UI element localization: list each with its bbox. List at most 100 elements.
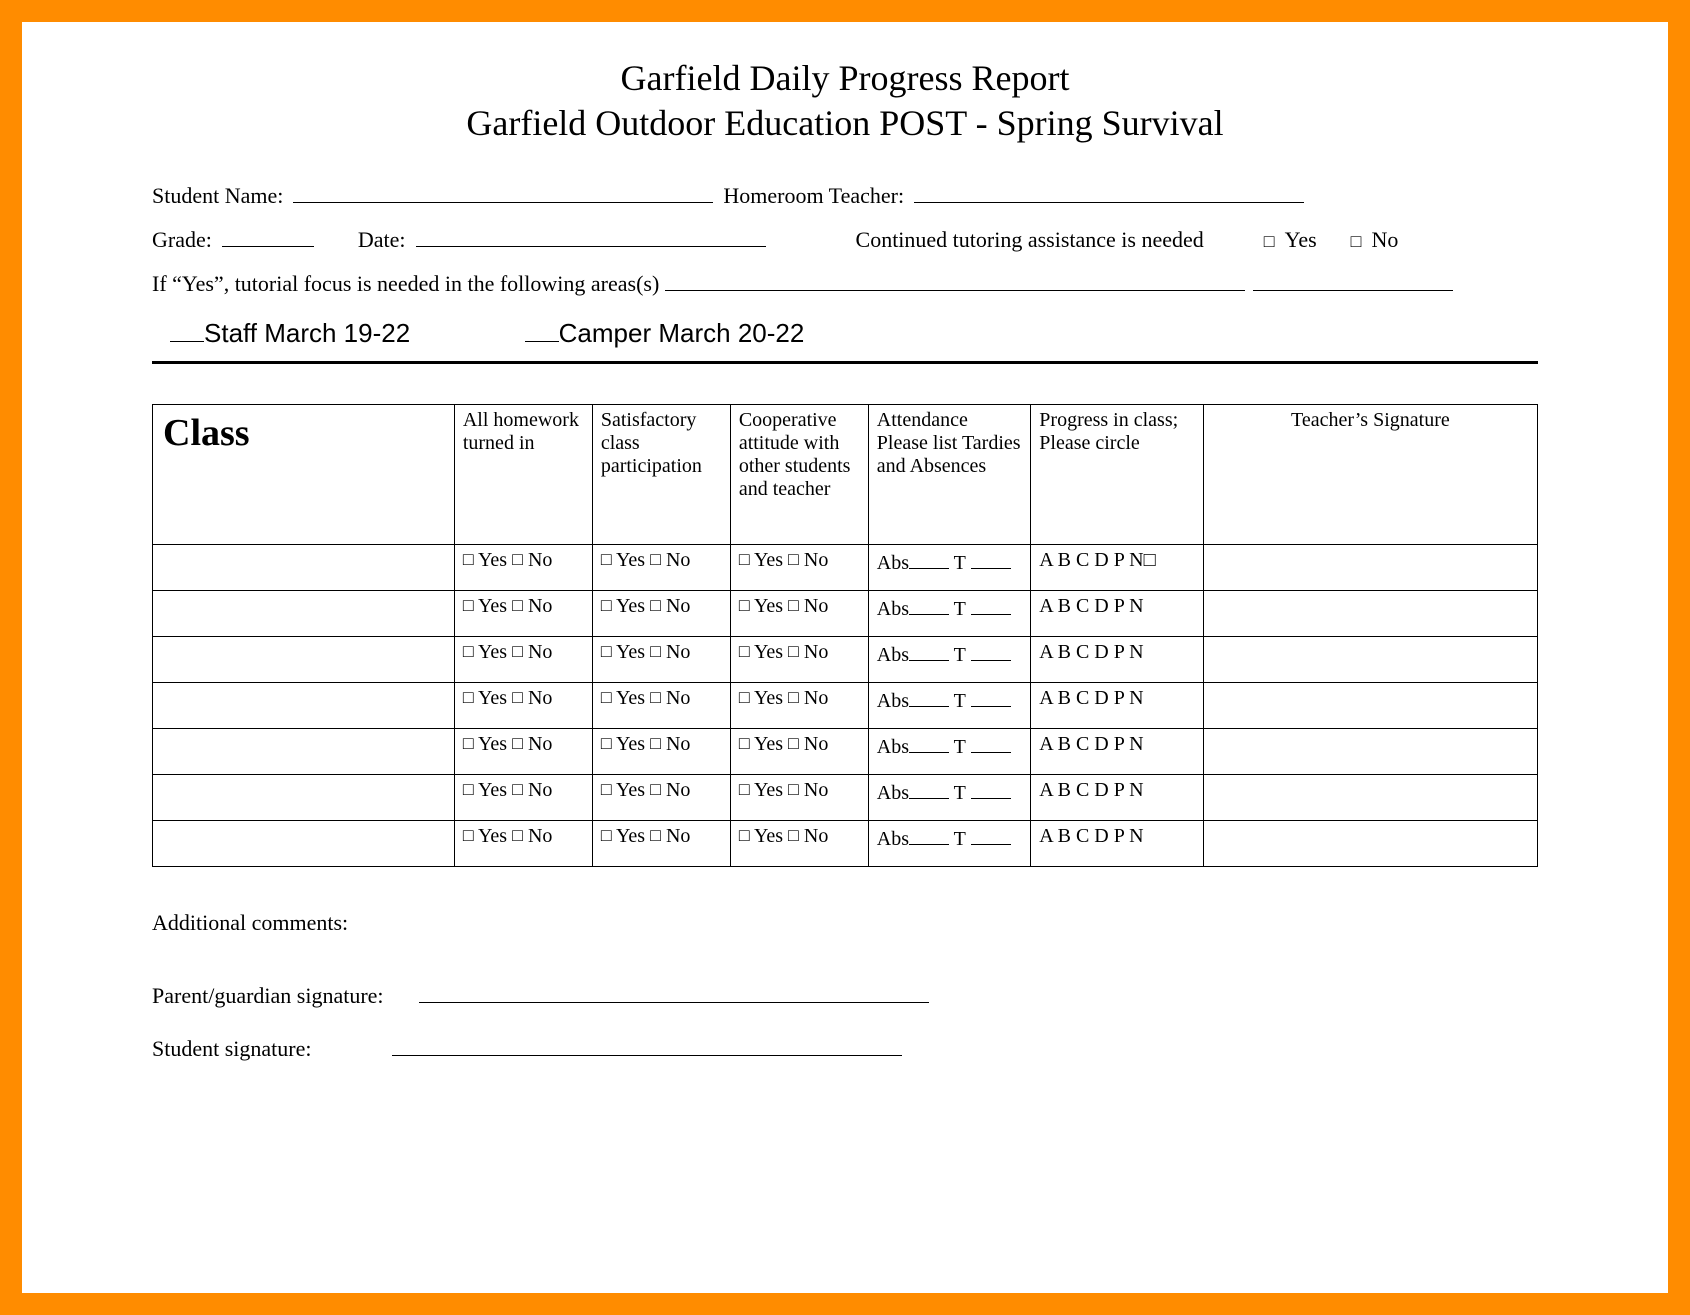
class-cell[interactable] — [153, 637, 455, 683]
yes-no-cell[interactable]: □ Yes □ No — [730, 591, 868, 637]
attendance-cell[interactable]: Abs T — [868, 545, 1030, 591]
tutoring-label: Continued tutoring assistance is needed — [856, 218, 1204, 262]
table-row: □ Yes □ No□ Yes □ No□ Yes □ NoAbs T A B … — [153, 683, 1538, 729]
progress-table: Class All homework turned in Satisfactor… — [152, 404, 1538, 867]
divider-rule — [152, 361, 1538, 364]
yes-no-cell[interactable]: □ Yes □ No — [592, 637, 730, 683]
signature-cell[interactable] — [1203, 683, 1537, 729]
col-header-progress: Progress in class; Please circle — [1031, 405, 1203, 545]
yes-no-cell[interactable]: □ Yes □ No — [454, 775, 592, 821]
homeroom-label: Homeroom Teacher: — [723, 174, 904, 218]
signature-cell[interactable] — [1203, 729, 1537, 775]
yes-no-cell[interactable]: □ Yes □ No — [592, 683, 730, 729]
title-line-1: Garfield Daily Progress Report — [152, 56, 1538, 101]
yes-no-cell[interactable]: □ Yes □ No — [454, 637, 592, 683]
row-grade-date-tutoring: Grade: Date: Continued tutoring assistan… — [152, 218, 1538, 262]
yes-no-cell[interactable]: □ Yes □ No — [454, 821, 592, 867]
title-block: Garfield Daily Progress Report Garfield … — [152, 56, 1538, 146]
yes-no-cell[interactable]: □ Yes □ No — [592, 775, 730, 821]
student-sig-field[interactable] — [392, 1034, 902, 1056]
attendance-cell[interactable]: Abs T — [868, 591, 1030, 637]
staff-checkbox-line[interactable] — [170, 316, 204, 342]
progress-cell[interactable]: A B C D P N — [1031, 775, 1203, 821]
class-cell[interactable] — [153, 683, 455, 729]
signature-cell[interactable] — [1203, 775, 1537, 821]
info-block: Student Name: Homeroom Teacher: Grade: D… — [152, 174, 1538, 306]
parent-signature-row: Parent/guardian signature: — [152, 970, 1538, 1023]
class-cell[interactable] — [153, 729, 455, 775]
progress-cell[interactable]: A B C D P N — [1031, 591, 1203, 637]
grade-field[interactable] — [222, 223, 314, 247]
table-header-row: Class All homework turned in Satisfactor… — [153, 405, 1538, 545]
attendance-cell[interactable]: Abs T — [868, 683, 1030, 729]
class-cell[interactable] — [153, 591, 455, 637]
progress-cell[interactable]: A B C D P N — [1031, 637, 1203, 683]
signature-cell[interactable] — [1203, 545, 1537, 591]
tutoring-no-label: No — [1372, 218, 1399, 262]
camper-checkbox-line[interactable] — [525, 316, 559, 342]
progress-cell[interactable]: A B C D P N — [1031, 821, 1203, 867]
date-field[interactable] — [416, 223, 766, 247]
table-row: □ Yes □ No□ Yes □ No□ Yes □ NoAbs T A B … — [153, 591, 1538, 637]
camper-label: Camper March 20-22 — [559, 318, 805, 348]
staff-label: Staff March 19-22 — [204, 318, 410, 348]
signature-cell[interactable] — [1203, 821, 1537, 867]
report-frame: Garfield Daily Progress Report Garfield … — [0, 0, 1690, 1315]
yes-no-cell[interactable]: □ Yes □ No — [730, 683, 868, 729]
student-name-field[interactable] — [293, 179, 713, 203]
student-signature-row: Student signature: — [152, 1023, 1538, 1076]
col-header-attendance: Attendance Please list Tardies and Absen… — [868, 405, 1030, 545]
attendance-cell[interactable]: Abs T — [868, 821, 1030, 867]
table-row: □ Yes □ No□ Yes □ No□ Yes □ NoAbs T A B … — [153, 775, 1538, 821]
col-header-participation: Satisfactory class participation — [592, 405, 730, 545]
signature-cell[interactable] — [1203, 637, 1537, 683]
progress-cell[interactable]: A B C D P N — [1031, 683, 1203, 729]
yes-no-cell[interactable]: □ Yes □ No — [592, 545, 730, 591]
comments-label: Additional comments: — [152, 897, 1538, 950]
class-cell[interactable] — [153, 545, 455, 591]
table-row: □ Yes □ No□ Yes □ No□ Yes □ NoAbs T A B … — [153, 637, 1538, 683]
attendance-cell[interactable]: Abs T — [868, 637, 1030, 683]
grade-label: Grade: — [152, 218, 212, 262]
footer-block: Additional comments: Parent/guardian sig… — [152, 897, 1538, 1075]
attendance-cell[interactable]: Abs T — [868, 775, 1030, 821]
focus-field-1[interactable] — [665, 267, 1245, 291]
yes-no-cell[interactable]: □ Yes □ No — [730, 729, 868, 775]
yes-no-cell[interactable]: □ Yes □ No — [592, 821, 730, 867]
student-name-label: Student Name: — [152, 174, 283, 218]
yes-no-cell[interactable]: □ Yes □ No — [592, 591, 730, 637]
col-header-homework: All homework turned in — [454, 405, 592, 545]
table-row: □ Yes □ No□ Yes □ No□ Yes □ NoAbs T A B … — [153, 545, 1538, 591]
class-cell[interactable] — [153, 775, 455, 821]
homeroom-field[interactable] — [914, 179, 1304, 203]
student-sig-label: Student signature: — [152, 1036, 311, 1061]
tutoring-yes-checkbox[interactable]: □ — [1264, 223, 1275, 259]
focus-field-2[interactable] — [1253, 267, 1453, 291]
table-row: □ Yes □ No□ Yes □ No□ Yes □ NoAbs T A B … — [153, 821, 1538, 867]
col-header-class: Class — [153, 405, 455, 545]
staff-camper-row: Staff March 19-22 Camper March 20-22 — [152, 316, 1538, 349]
yes-no-cell[interactable]: □ Yes □ No — [454, 683, 592, 729]
progress-cell[interactable]: A B C D P N — [1031, 729, 1203, 775]
attendance-cell[interactable]: Abs T — [868, 729, 1030, 775]
parent-sig-field[interactable] — [419, 981, 929, 1003]
yes-no-cell[interactable]: □ Yes □ No — [454, 545, 592, 591]
yes-no-cell[interactable]: □ Yes □ No — [730, 637, 868, 683]
class-cell[interactable] — [153, 821, 455, 867]
row-focus-prompt: If “Yes”, tutorial focus is needed in th… — [152, 262, 1538, 306]
yes-no-cell[interactable]: □ Yes □ No — [454, 729, 592, 775]
title-line-2: Garfield Outdoor Education POST - Spring… — [152, 101, 1538, 146]
signature-cell[interactable] — [1203, 591, 1537, 637]
tutoring-yes-label: Yes — [1285, 218, 1317, 262]
tutoring-no-checkbox[interactable]: □ — [1351, 223, 1362, 259]
yes-no-cell[interactable]: □ Yes □ No — [730, 821, 868, 867]
col-header-attitude: Cooperative attitude with other students… — [730, 405, 868, 545]
row-name-homeroom: Student Name: Homeroom Teacher: — [152, 174, 1538, 218]
focus-prompt-label: If “Yes”, tutorial focus is needed in th… — [152, 262, 659, 306]
yes-no-cell[interactable]: □ Yes □ No — [730, 545, 868, 591]
yes-no-cell[interactable]: □ Yes □ No — [592, 729, 730, 775]
yes-no-cell[interactable]: □ Yes □ No — [454, 591, 592, 637]
progress-cell[interactable]: A B C D P N□ — [1031, 545, 1203, 591]
yes-no-cell[interactable]: □ Yes □ No — [730, 775, 868, 821]
col-header-signature: Teacher’s Signature — [1203, 405, 1537, 545]
